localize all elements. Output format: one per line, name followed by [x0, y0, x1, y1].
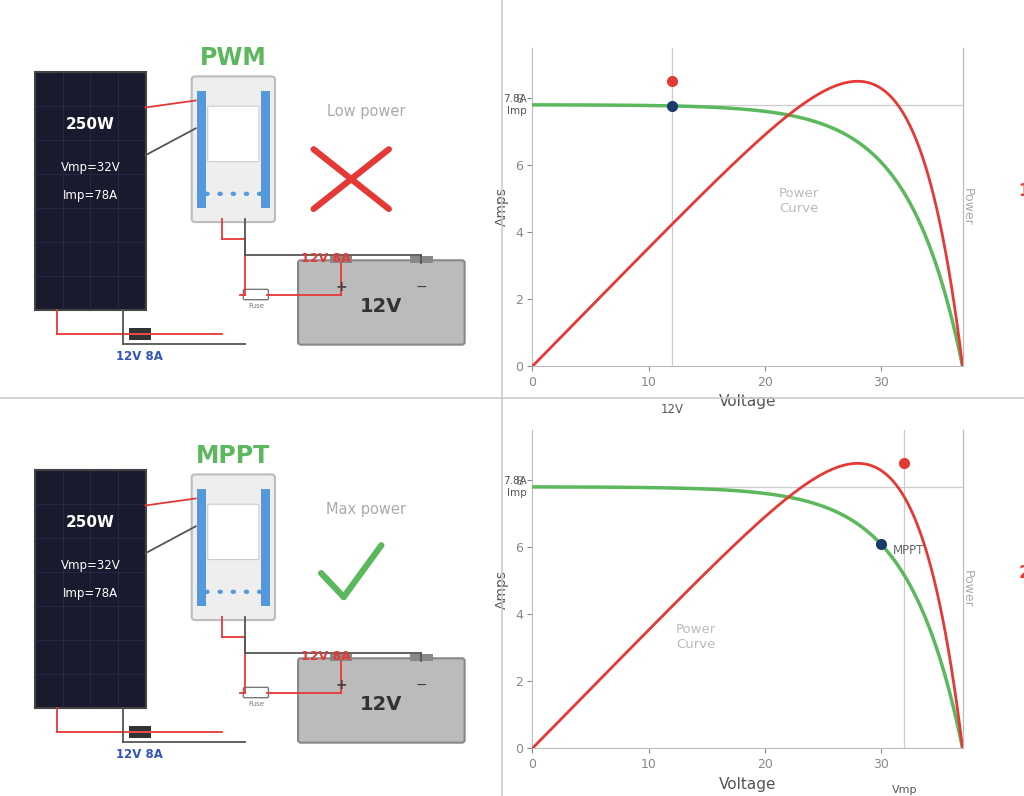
Text: 7.8A
Imp: 7.8A Imp: [503, 94, 526, 115]
Text: 250W: 250W: [66, 515, 115, 529]
Text: Fuse: Fuse: [248, 701, 264, 708]
Bar: [261, 489, 270, 606]
Y-axis label: Amps: Amps: [496, 570, 509, 608]
Text: 250W: 250W: [66, 117, 115, 131]
Bar: [330, 654, 352, 661]
Text: Power
Curve: Power Curve: [676, 622, 716, 651]
Bar: [129, 726, 151, 731]
Text: 12V 8A: 12V 8A: [301, 252, 351, 265]
X-axis label: Voltage: Voltage: [719, 395, 776, 409]
Bar: [330, 256, 352, 263]
FancyBboxPatch shape: [208, 106, 259, 162]
Text: +: +: [336, 677, 347, 692]
Circle shape: [244, 192, 249, 196]
Text: 7.8A
Imp: 7.8A Imp: [503, 476, 526, 498]
Bar: [411, 256, 433, 263]
Text: Low power: Low power: [327, 104, 406, 119]
Text: 12V: 12V: [360, 695, 402, 714]
Text: 12V: 12V: [360, 297, 402, 316]
Text: Vmp=32V: Vmp=32V: [60, 559, 120, 572]
FancyBboxPatch shape: [244, 687, 268, 697]
FancyBboxPatch shape: [191, 76, 275, 222]
Text: Power
Curve: Power Curve: [779, 186, 819, 215]
Text: −: −: [416, 677, 427, 692]
FancyBboxPatch shape: [35, 72, 145, 310]
Circle shape: [230, 192, 237, 196]
Text: Imp=78A: Imp=78A: [62, 189, 118, 202]
Text: 250W: 250W: [1019, 564, 1024, 582]
Text: Imp=78A: Imp=78A: [62, 587, 118, 600]
Circle shape: [244, 590, 249, 594]
FancyBboxPatch shape: [298, 260, 465, 345]
Text: 12V: 12V: [660, 403, 683, 416]
Text: Max power: Max power: [327, 502, 407, 517]
Bar: [129, 732, 151, 738]
Text: PWM: PWM: [200, 45, 266, 70]
Bar: [197, 489, 206, 606]
Text: 12V 8A: 12V 8A: [116, 349, 163, 363]
Bar: [411, 654, 433, 661]
Y-axis label: Power: Power: [961, 570, 974, 608]
Circle shape: [204, 590, 210, 594]
FancyBboxPatch shape: [244, 290, 268, 299]
Y-axis label: Power: Power: [961, 188, 974, 226]
Text: 12V 8A: 12V 8A: [116, 747, 163, 761]
Bar: [261, 91, 270, 208]
Text: MPPT: MPPT: [893, 544, 925, 557]
Circle shape: [257, 192, 262, 196]
Text: 100W: 100W: [1019, 182, 1024, 200]
Circle shape: [257, 590, 262, 594]
Text: Vmp=32V: Vmp=32V: [60, 161, 120, 174]
FancyBboxPatch shape: [208, 505, 259, 560]
Text: 12V 8A: 12V 8A: [301, 650, 351, 663]
Y-axis label: Amps: Amps: [496, 188, 509, 226]
Text: +: +: [336, 279, 347, 294]
Circle shape: [230, 590, 237, 594]
Bar: [129, 328, 151, 333]
Bar: [129, 334, 151, 340]
Circle shape: [217, 590, 223, 594]
Text: MPPT: MPPT: [197, 443, 270, 468]
Bar: [197, 91, 206, 208]
Text: −: −: [416, 279, 427, 294]
FancyBboxPatch shape: [191, 474, 275, 620]
FancyBboxPatch shape: [35, 470, 145, 708]
Circle shape: [204, 192, 210, 196]
X-axis label: Voltage: Voltage: [719, 777, 776, 791]
Text: Fuse: Fuse: [248, 303, 264, 310]
FancyBboxPatch shape: [298, 658, 465, 743]
Text: Vmp
32V: Vmp 32V: [892, 785, 918, 796]
Circle shape: [217, 192, 223, 196]
